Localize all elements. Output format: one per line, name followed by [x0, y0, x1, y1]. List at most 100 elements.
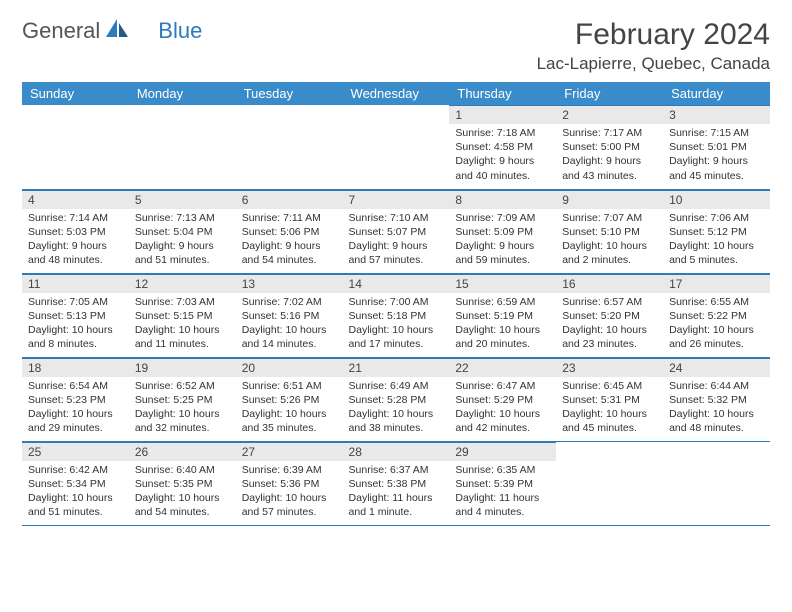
day-cell: 18Sunrise: 6:54 AMSunset: 5:23 PMDayligh… [22, 357, 129, 441]
calendar-page: General Blue February 2024 Lac-Lapierre,… [0, 0, 792, 536]
day-cell: 8Sunrise: 7:09 AMSunset: 5:09 PMDaylight… [449, 189, 556, 273]
day-details: Sunrise: 6:40 AMSunset: 5:35 PMDaylight:… [129, 461, 236, 524]
day-cell: 3Sunrise: 7:15 AMSunset: 5:01 PMDaylight… [663, 105, 770, 189]
day-details: Sunrise: 7:15 AMSunset: 5:01 PMDaylight:… [663, 124, 770, 187]
day-cell: 7Sunrise: 7:10 AMSunset: 5:07 PMDaylight… [343, 189, 450, 273]
day-details: Sunrise: 6:39 AMSunset: 5:36 PMDaylight:… [236, 461, 343, 524]
day-cell: 15Sunrise: 6:59 AMSunset: 5:19 PMDayligh… [449, 273, 556, 357]
day-details: Sunrise: 6:55 AMSunset: 5:22 PMDaylight:… [663, 293, 770, 356]
day-number: 24 [663, 358, 770, 377]
day-details: Sunrise: 7:10 AMSunset: 5:07 PMDaylight:… [343, 209, 450, 272]
day-number: 9 [556, 190, 663, 209]
day-details: Sunrise: 7:09 AMSunset: 5:09 PMDaylight:… [449, 209, 556, 272]
day-details: Sunrise: 6:47 AMSunset: 5:29 PMDaylight:… [449, 377, 556, 440]
day-number: 10 [663, 190, 770, 209]
day-cell: 23Sunrise: 6:45 AMSunset: 5:31 PMDayligh… [556, 357, 663, 441]
day-cell: 22Sunrise: 6:47 AMSunset: 5:29 PMDayligh… [449, 357, 556, 441]
day-details: Sunrise: 7:02 AMSunset: 5:16 PMDaylight:… [236, 293, 343, 356]
day-header: Wednesday [343, 82, 450, 105]
title-block: February 2024 Lac-Lapierre, Quebec, Cana… [537, 18, 770, 74]
day-cell: 13Sunrise: 7:02 AMSunset: 5:16 PMDayligh… [236, 273, 343, 357]
day-number: 23 [556, 358, 663, 377]
calendar-table: SundayMondayTuesdayWednesdayThursdayFrid… [22, 82, 770, 526]
day-cell [663, 441, 770, 525]
day-details: Sunrise: 6:35 AMSunset: 5:39 PMDaylight:… [449, 461, 556, 524]
day-details: Sunrise: 6:44 AMSunset: 5:32 PMDaylight:… [663, 377, 770, 440]
day-header: Saturday [663, 82, 770, 105]
day-number: 22 [449, 358, 556, 377]
day-details: Sunrise: 7:03 AMSunset: 5:15 PMDaylight:… [129, 293, 236, 356]
day-header: Sunday [22, 82, 129, 105]
day-cell: 26Sunrise: 6:40 AMSunset: 5:35 PMDayligh… [129, 441, 236, 525]
day-cell: 17Sunrise: 6:55 AMSunset: 5:22 PMDayligh… [663, 273, 770, 357]
day-details: Sunrise: 6:57 AMSunset: 5:20 PMDaylight:… [556, 293, 663, 356]
day-cell: 29Sunrise: 6:35 AMSunset: 5:39 PMDayligh… [449, 441, 556, 525]
day-cell: 2Sunrise: 7:17 AMSunset: 5:00 PMDaylight… [556, 105, 663, 189]
week-row: 18Sunrise: 6:54 AMSunset: 5:23 PMDayligh… [22, 357, 770, 441]
day-cell: 21Sunrise: 6:49 AMSunset: 5:28 PMDayligh… [343, 357, 450, 441]
day-details: Sunrise: 7:00 AMSunset: 5:18 PMDaylight:… [343, 293, 450, 356]
day-details: Sunrise: 7:14 AMSunset: 5:03 PMDaylight:… [22, 209, 129, 272]
day-details: Sunrise: 6:45 AMSunset: 5:31 PMDaylight:… [556, 377, 663, 440]
month-title: February 2024 [537, 18, 770, 52]
day-number: 5 [129, 190, 236, 209]
day-details: Sunrise: 7:06 AMSunset: 5:12 PMDaylight:… [663, 209, 770, 272]
day-number: 7 [343, 190, 450, 209]
day-cell: 16Sunrise: 6:57 AMSunset: 5:20 PMDayligh… [556, 273, 663, 357]
day-number: 15 [449, 274, 556, 293]
day-details: Sunrise: 7:18 AMSunset: 4:58 PMDaylight:… [449, 124, 556, 187]
day-number: 17 [663, 274, 770, 293]
week-row: 25Sunrise: 6:42 AMSunset: 5:34 PMDayligh… [22, 441, 770, 525]
day-cell: 28Sunrise: 6:37 AMSunset: 5:38 PMDayligh… [343, 441, 450, 525]
day-cell: 20Sunrise: 6:51 AMSunset: 5:26 PMDayligh… [236, 357, 343, 441]
day-header: Friday [556, 82, 663, 105]
day-details: Sunrise: 7:11 AMSunset: 5:06 PMDaylight:… [236, 209, 343, 272]
day-cell: 1Sunrise: 7:18 AMSunset: 4:58 PMDaylight… [449, 105, 556, 189]
day-details: Sunrise: 7:17 AMSunset: 5:00 PMDaylight:… [556, 124, 663, 187]
header-row: General Blue February 2024 Lac-Lapierre,… [22, 18, 770, 74]
day-header: Thursday [449, 82, 556, 105]
day-header: Monday [129, 82, 236, 105]
day-number: 20 [236, 358, 343, 377]
day-number: 14 [343, 274, 450, 293]
day-cell: 10Sunrise: 7:06 AMSunset: 5:12 PMDayligh… [663, 189, 770, 273]
location: Lac-Lapierre, Quebec, Canada [537, 54, 770, 74]
day-number: 2 [556, 105, 663, 124]
day-details: Sunrise: 6:42 AMSunset: 5:34 PMDaylight:… [22, 461, 129, 524]
logo: General Blue [22, 18, 202, 44]
calendar-head: SundayMondayTuesdayWednesdayThursdayFrid… [22, 82, 770, 105]
day-number: 11 [22, 274, 129, 293]
day-cell: 11Sunrise: 7:05 AMSunset: 5:13 PMDayligh… [22, 273, 129, 357]
week-row: 1Sunrise: 7:18 AMSunset: 4:58 PMDaylight… [22, 105, 770, 189]
day-cell: 12Sunrise: 7:03 AMSunset: 5:15 PMDayligh… [129, 273, 236, 357]
day-cell: 6Sunrise: 7:11 AMSunset: 5:06 PMDaylight… [236, 189, 343, 273]
day-details: Sunrise: 7:07 AMSunset: 5:10 PMDaylight:… [556, 209, 663, 272]
day-number: 18 [22, 358, 129, 377]
day-cell [556, 441, 663, 525]
day-details: Sunrise: 6:49 AMSunset: 5:28 PMDaylight:… [343, 377, 450, 440]
day-number: 27 [236, 442, 343, 461]
day-cell: 24Sunrise: 6:44 AMSunset: 5:32 PMDayligh… [663, 357, 770, 441]
day-details: Sunrise: 6:59 AMSunset: 5:19 PMDaylight:… [449, 293, 556, 356]
sail-icon [106, 19, 128, 44]
day-details: Sunrise: 6:52 AMSunset: 5:25 PMDaylight:… [129, 377, 236, 440]
day-details: Sunrise: 6:51 AMSunset: 5:26 PMDaylight:… [236, 377, 343, 440]
week-row: 4Sunrise: 7:14 AMSunset: 5:03 PMDaylight… [22, 189, 770, 273]
day-header: Tuesday [236, 82, 343, 105]
day-number: 28 [343, 442, 450, 461]
calendar-body: 1Sunrise: 7:18 AMSunset: 4:58 PMDaylight… [22, 105, 770, 525]
day-cell: 19Sunrise: 6:52 AMSunset: 5:25 PMDayligh… [129, 357, 236, 441]
day-number: 16 [556, 274, 663, 293]
day-number: 8 [449, 190, 556, 209]
day-number: 4 [22, 190, 129, 209]
day-number: 26 [129, 442, 236, 461]
day-number: 6 [236, 190, 343, 209]
day-cell: 27Sunrise: 6:39 AMSunset: 5:36 PMDayligh… [236, 441, 343, 525]
logo-text-general: General [22, 18, 100, 44]
day-details: Sunrise: 6:37 AMSunset: 5:38 PMDaylight:… [343, 461, 450, 524]
day-details: Sunrise: 7:05 AMSunset: 5:13 PMDaylight:… [22, 293, 129, 356]
day-cell [129, 105, 236, 189]
day-cell: 5Sunrise: 7:13 AMSunset: 5:04 PMDaylight… [129, 189, 236, 273]
logo-text-blue: Blue [158, 18, 202, 44]
week-row: 11Sunrise: 7:05 AMSunset: 5:13 PMDayligh… [22, 273, 770, 357]
